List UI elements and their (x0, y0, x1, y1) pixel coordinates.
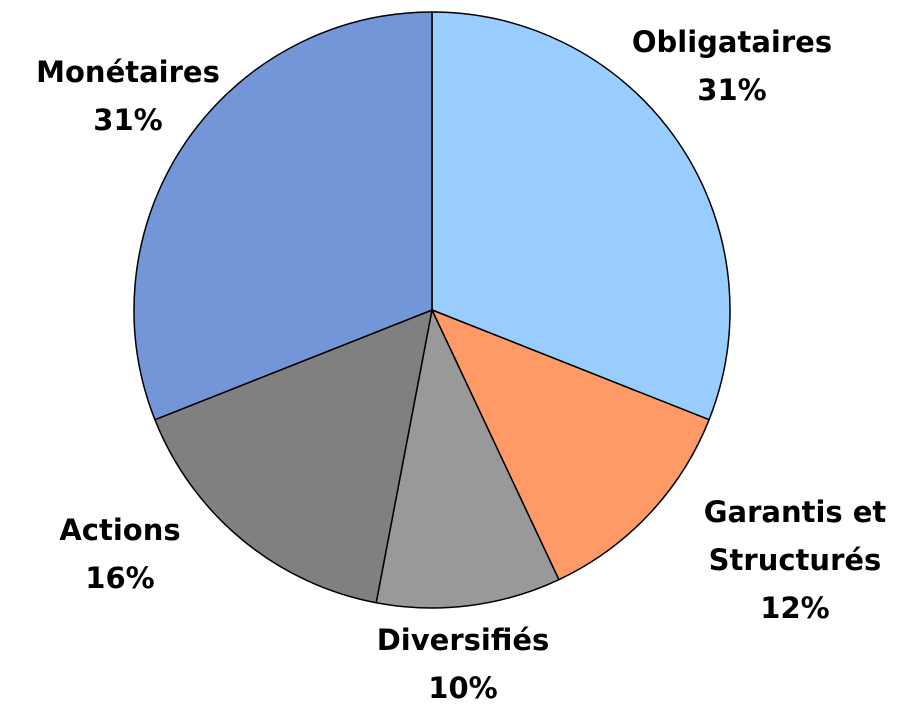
category-label: Actions (59, 513, 181, 547)
slice-label: Actions 16% (20, 506, 220, 602)
category-label: Garantis et Structurés (703, 495, 887, 577)
slice-label: Monétaires 31% (0, 48, 258, 144)
pie-slice (153, 308, 433, 604)
value-label: 31% (697, 73, 767, 107)
value-label: 10% (428, 671, 498, 705)
pie-slice (431, 11, 731, 421)
value-label: 16% (85, 561, 155, 595)
value-label: 12% (760, 591, 830, 625)
slice-label: Diversifiés 10% (343, 616, 583, 708)
value-label: 31% (93, 103, 163, 137)
pie-slice (430, 308, 711, 581)
pie-slice (375, 307, 560, 609)
category-label: Obligataires (631, 25, 833, 59)
category-label: Diversifiés (376, 623, 550, 657)
slice-label: Garantis et Structurés 12% (675, 488, 914, 632)
category-label: Monétaires (36, 55, 220, 89)
pie-slice (133, 11, 433, 421)
slice-label: Obligataires 31% (602, 18, 862, 114)
